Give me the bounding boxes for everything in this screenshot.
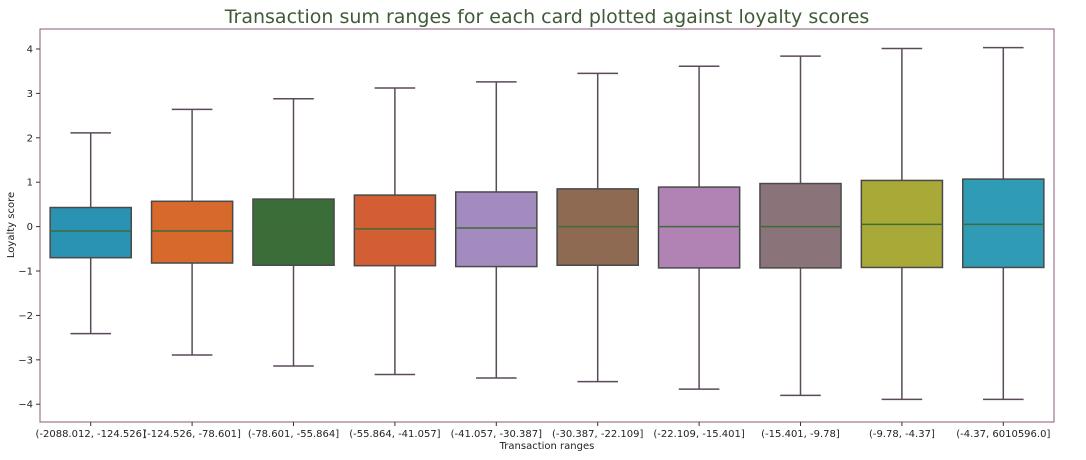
iqr-box (252, 198, 335, 266)
y-tick-label: −1 (18, 267, 33, 278)
y-tick-label: 3 (27, 89, 33, 100)
iqr-box (49, 206, 133, 259)
box-group (150, 108, 234, 356)
box-group (657, 65, 741, 390)
x-tick-label: (-55.864, -41.057] (349, 429, 440, 440)
plot-area-frame (39, 28, 1055, 423)
boxes-layer (49, 46, 1045, 401)
iqr-box (657, 186, 741, 269)
y-axis-label: Loyalty score (6, 192, 17, 258)
iqr-box (454, 191, 538, 268)
box-group (454, 81, 538, 379)
x-tick-label: (-2088.012, -124.526] (35, 429, 146, 440)
box-group (49, 132, 133, 335)
y-tick-label: 0 (27, 222, 33, 233)
x-axis: (-2088.012, -124.526](-124.526, -78.601]… (35, 422, 1050, 440)
y-axis: −4 −3 −2 −1 0 1 2 3 4 (18, 44, 40, 411)
y-tick-label: −4 (18, 400, 33, 411)
x-tick-label: (-15.401, -9.78] (761, 429, 840, 440)
x-tick-label: (-124.526, -78.601] (143, 429, 241, 440)
box-group (556, 72, 640, 383)
box-group (353, 87, 437, 376)
x-axis-label: Transaction ranges (499, 441, 595, 452)
chart-title: Transaction sum ranges for each card plo… (224, 6, 870, 28)
x-tick-label: (-41.057, -30.387] (451, 429, 542, 440)
iqr-box (961, 178, 1045, 269)
y-tick-label: −3 (18, 355, 33, 366)
iqr-box (353, 194, 437, 267)
x-tick-label: (-9.78, -4.37] (869, 429, 935, 440)
x-tick-label: (-78.601, -55.864] (248, 429, 339, 440)
iqr-box (759, 182, 842, 269)
x-tick-label: (-22.109, -15.401] (653, 429, 744, 440)
box-group (759, 55, 842, 397)
iqr-box (150, 200, 234, 264)
box-group (860, 47, 944, 401)
x-tick-label: (-4.37, 6010596.0] (956, 429, 1050, 440)
y-tick-label: 2 (27, 133, 33, 144)
box-group (252, 97, 335, 367)
y-tick-label: 1 (27, 178, 33, 189)
y-tick-label: 4 (27, 44, 33, 55)
x-tick-label: (-30.387, -22.109] (552, 429, 643, 440)
y-tick-label: −2 (18, 311, 33, 322)
box-group (961, 46, 1045, 401)
